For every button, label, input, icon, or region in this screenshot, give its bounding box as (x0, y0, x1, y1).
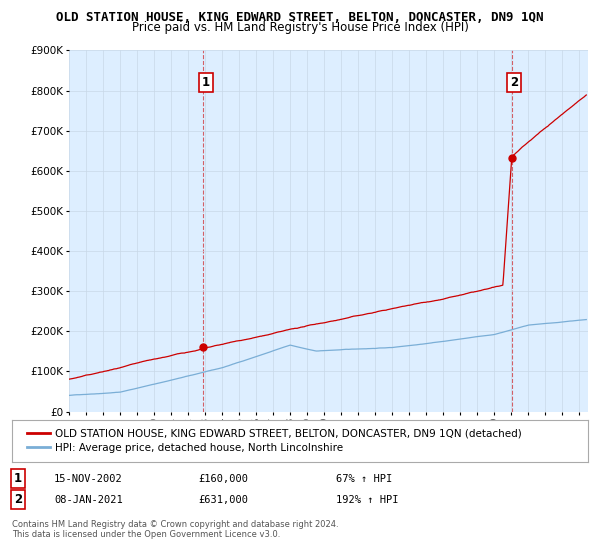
Text: 2: 2 (510, 76, 518, 89)
Text: 08-JAN-2021: 08-JAN-2021 (54, 494, 123, 505)
Text: Contains HM Land Registry data © Crown copyright and database right 2024.: Contains HM Land Registry data © Crown c… (12, 520, 338, 529)
Text: 1: 1 (14, 472, 22, 486)
Text: £631,000: £631,000 (198, 494, 248, 505)
Text: This data is licensed under the Open Government Licence v3.0.: This data is licensed under the Open Gov… (12, 530, 280, 539)
Text: 67% ↑ HPI: 67% ↑ HPI (336, 474, 392, 484)
Text: £160,000: £160,000 (198, 474, 248, 484)
Text: 192% ↑ HPI: 192% ↑ HPI (336, 494, 398, 505)
Text: Price paid vs. HM Land Registry's House Price Index (HPI): Price paid vs. HM Land Registry's House … (131, 21, 469, 34)
Text: 2: 2 (14, 493, 22, 506)
Legend: OLD STATION HOUSE, KING EDWARD STREET, BELTON, DONCASTER, DN9 1QN (detached), HP: OLD STATION HOUSE, KING EDWARD STREET, B… (23, 424, 526, 458)
Text: 15-NOV-2002: 15-NOV-2002 (54, 474, 123, 484)
Text: OLD STATION HOUSE, KING EDWARD STREET, BELTON, DONCASTER, DN9 1QN: OLD STATION HOUSE, KING EDWARD STREET, B… (56, 11, 544, 24)
Text: 1: 1 (202, 76, 209, 89)
